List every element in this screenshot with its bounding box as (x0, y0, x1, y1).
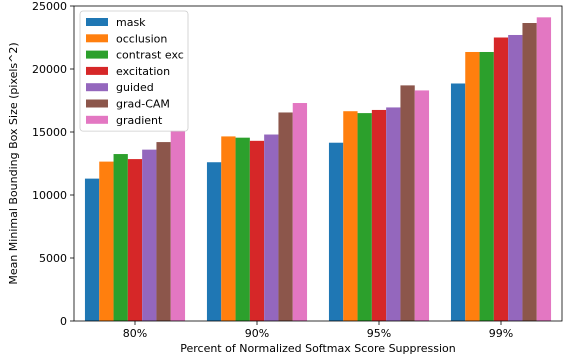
x-tick-label: 80% (123, 327, 147, 340)
bar-grad-cam-80pct (156, 142, 171, 321)
bar-occlusion-90pct (221, 136, 236, 321)
bar-occlusion-95pct (343, 111, 358, 322)
x-axis-label: Percent of Normalized Softmax Score Supp… (180, 342, 456, 355)
y-tick-label: 0 (60, 315, 67, 328)
legend-label: grad-CAM (116, 98, 170, 111)
bar-gradient-80pct (170, 130, 186, 321)
bar-guided-99pct (508, 34, 523, 321)
legend-swatch (86, 99, 108, 108)
bar-guided-95pct (386, 107, 401, 322)
legend-label: mask (116, 16, 146, 29)
bar-grad-cam-90pct (278, 112, 293, 321)
bar-occlusion-80pct (99, 161, 114, 321)
legend-label: contrast exc (116, 49, 184, 62)
bar-mask-99pct (450, 83, 466, 322)
x-axis-ticks: 80% 90% 95% 99% (123, 321, 513, 340)
legend-swatch (86, 50, 108, 59)
bar-mask-90pct (206, 162, 222, 321)
legend-swatch (86, 18, 108, 26)
bar-contrast-exc-80pct (113, 154, 128, 321)
y-tick-label: 25000 (32, 0, 67, 13)
bar-gradient-90pct (292, 103, 308, 322)
bar-contrast-exc-99pct (479, 51, 494, 322)
y-axis-label: Mean Minimal Bounding Box Size (pixels^2… (7, 42, 20, 284)
legend-label: occlusion (116, 32, 167, 45)
bar-mask-80pct (84, 178, 100, 321)
legend-swatch (86, 83, 108, 92)
axes-frame (73, 5, 563, 322)
legend: mask occlusion contrast exc excitation guide… (79, 10, 189, 132)
bars-group (84, 17, 552, 322)
bar-guided-90pct (264, 134, 279, 321)
x-tick-label: 95% (367, 327, 391, 340)
bar-gradient-95pct (414, 90, 430, 321)
bar-grad-cam-99pct (522, 23, 537, 321)
legend-swatch (86, 34, 108, 43)
bar-excitation-95pct (371, 109, 387, 321)
bar-contrast-exc-95pct (357, 113, 372, 321)
bar-occlusion-99pct (465, 51, 480, 322)
legend-label: excitation (116, 65, 170, 78)
bar-excitation-80pct (127, 159, 143, 321)
legend-label: guided (116, 81, 154, 94)
y-tick-label: 15000 (32, 126, 67, 139)
bar-excitation-99pct (493, 37, 509, 321)
y-tick-label: 5000 (39, 252, 67, 265)
y-tick-label: 10000 (32, 189, 67, 202)
x-tick-label: 99% (489, 327, 513, 340)
y-axis-ticks: 0 5000 10000 15000 20000 25000 (32, 0, 74, 328)
x-tick-label: 90% (245, 327, 269, 340)
bar-mask-95pct (328, 142, 344, 321)
legend-swatch (86, 115, 108, 124)
legend-swatch (86, 66, 108, 75)
bar-guided-80pct (142, 149, 157, 321)
bar-grad-cam-95pct (400, 85, 415, 321)
legend-label: gradient (116, 114, 163, 127)
bar-excitation-90pct (249, 140, 265, 321)
bar-gradient-99pct (536, 17, 552, 322)
bar-contrast-exc-90pct (235, 137, 250, 321)
y-tick-label: 20000 (32, 63, 67, 76)
